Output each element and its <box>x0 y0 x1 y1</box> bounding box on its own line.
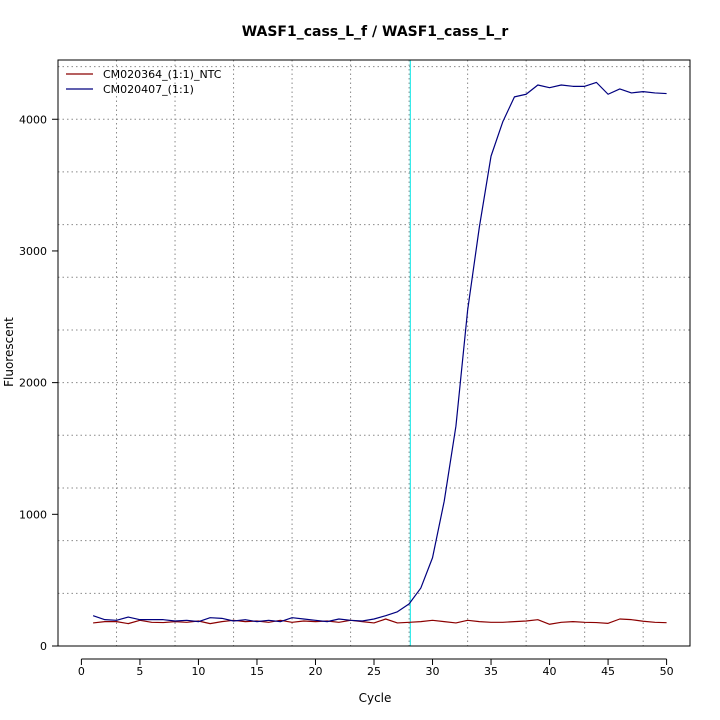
series-lines <box>92 81 667 625</box>
y-tick-label-4: 4000 <box>19 113 47 126</box>
x-tick-label-10: 50 <box>660 665 674 678</box>
x-tick-label-3: 15 <box>250 665 264 678</box>
legend: CM020364_(1:1)_NTC CM020407_(1:1) <box>66 68 222 96</box>
x-tick-label-5: 25 <box>367 665 381 678</box>
legend-label-0: CM020364_(1:1)_NTC <box>103 68 222 81</box>
x-tick-label-4: 20 <box>308 665 322 678</box>
x-tick-label-0: 0 <box>78 665 85 678</box>
y-axis: 0 1000 2000 3000 4000 <box>19 113 59 653</box>
grid-lines <box>58 60 690 646</box>
legend-label-1: CM020407_(1:1) <box>103 83 194 96</box>
x-axis-label: Cycle <box>359 691 392 705</box>
y-tick-label-1: 1000 <box>19 508 47 521</box>
y-axis-label: Fluorescent <box>2 317 16 387</box>
x-tick-label-6: 30 <box>426 665 440 678</box>
x-axis: 0 5 10 15 20 25 30 35 40 45 50 <box>78 658 674 678</box>
x-tick-label-7: 35 <box>484 665 498 678</box>
x-tick-label-9: 45 <box>601 665 615 678</box>
x-tick-label-1: 5 <box>136 665 143 678</box>
plot-frame <box>57 59 691 647</box>
chart-title: WASF1_cass_L_f / WASF1_cass_L_r <box>242 24 509 40</box>
y-tick-label-3: 3000 <box>19 245 47 258</box>
series-line-0 <box>93 618 667 625</box>
x-tick-label-2: 10 <box>191 665 205 678</box>
x-tick-label-8: 40 <box>543 665 557 678</box>
series-line-1 <box>92 81 667 623</box>
y-tick-label-0: 0 <box>40 640 47 653</box>
y-tick-label-2: 2000 <box>19 377 47 390</box>
